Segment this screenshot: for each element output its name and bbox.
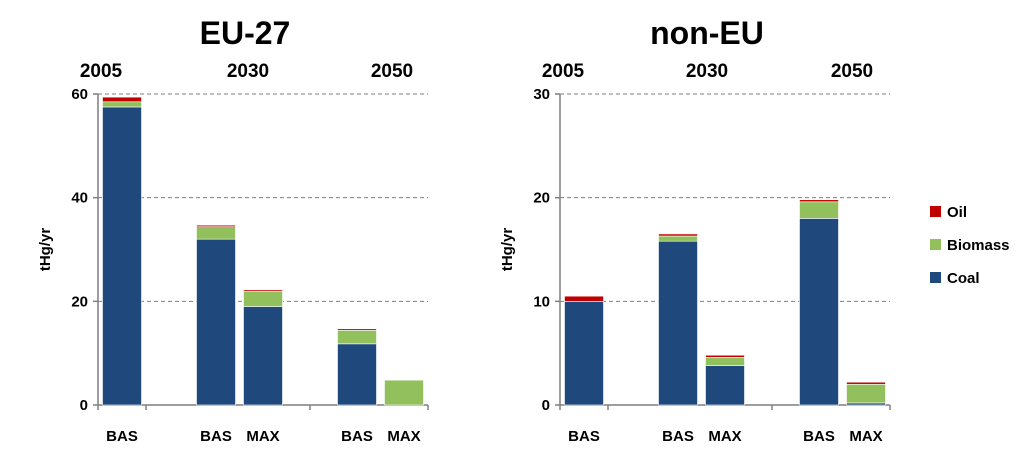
y-tick-label: 40 (71, 190, 88, 207)
bar-coal-1 (564, 301, 604, 406)
year-label: 2030 (686, 61, 728, 82)
y-tick-label: 0 (80, 397, 88, 414)
category-label: BAS (200, 428, 232, 445)
legend-swatch-oil (930, 206, 941, 217)
bar-biomass-2 (196, 226, 236, 240)
category-label: BAS (568, 428, 600, 445)
year-label: 2050 (371, 61, 413, 82)
y-tick-label: 60 (71, 86, 88, 103)
legend-swatch-coal (930, 272, 941, 283)
bar-oil-4 (799, 199, 839, 203)
bar-coal-3 (243, 306, 283, 406)
bar-oil-3 (243, 289, 283, 292)
bar-biomass-2 (658, 235, 698, 242)
category-label: MAX (387, 428, 420, 445)
year-label: 2030 (227, 61, 269, 82)
bar-biomass-1 (102, 101, 142, 108)
y-axis-label: tHg/yr (37, 228, 54, 272)
bar-coal-4 (337, 343, 377, 406)
bar-biomass-5 (384, 379, 424, 406)
bar-coal-1 (102, 106, 142, 406)
chart-legend: Oil Biomass Coal (930, 204, 1010, 287)
bar-biomass-4 (799, 201, 839, 219)
category-label: MAX (708, 428, 741, 445)
bar-coal-2 (196, 238, 236, 406)
bar-oil-4 (337, 328, 377, 331)
y-tick-label: 20 (533, 190, 550, 207)
chart-title: non-EU (650, 15, 764, 51)
year-label: 2005 (542, 61, 585, 82)
category-label: MAX (849, 428, 882, 445)
y-tick-label: 20 (71, 293, 88, 310)
bar-oil-1 (564, 295, 604, 302)
legend-label-oil: Oil (947, 204, 967, 221)
bar-biomass-5 (846, 383, 886, 404)
category-label: BAS (803, 428, 835, 445)
bar-coal-2 (658, 240, 698, 406)
bar-biomass-3 (705, 357, 745, 366)
legend-label-coal: Coal (947, 270, 980, 287)
y-tick-label: 10 (533, 293, 550, 310)
bar-oil-3 (705, 354, 745, 358)
category-label: BAS (106, 428, 138, 445)
bar-coal-5 (846, 402, 886, 406)
year-label: 2050 (831, 61, 873, 82)
bar-oil-2 (196, 224, 236, 227)
y-tick-label: 0 (542, 397, 550, 414)
bar-oil-1 (102, 96, 142, 103)
legend-label-biomass: Biomass (947, 237, 1010, 254)
chart-title: EU-27 (200, 15, 291, 51)
bar-oil-5 (846, 381, 886, 385)
year-label: 2005 (80, 61, 123, 82)
y-axis-label: tHg/yr (499, 228, 516, 272)
bar-biomass-4 (337, 330, 377, 345)
category-label: BAS (341, 428, 373, 445)
category-label: MAX (246, 428, 279, 445)
bar-oil-2 (658, 233, 698, 237)
chart-panel-1: EU-27 0 20 40 60 tHg/yr 2005 2030 2050 BAS BAS MAX B… (37, 15, 429, 445)
legend-swatch-biomass (930, 239, 941, 250)
y-tick-label: 30 (533, 86, 550, 103)
bar-biomass-3 (243, 291, 283, 307)
bar-coal-4 (799, 218, 839, 406)
category-label: BAS (662, 428, 694, 445)
bar-coal-3 (705, 365, 745, 406)
